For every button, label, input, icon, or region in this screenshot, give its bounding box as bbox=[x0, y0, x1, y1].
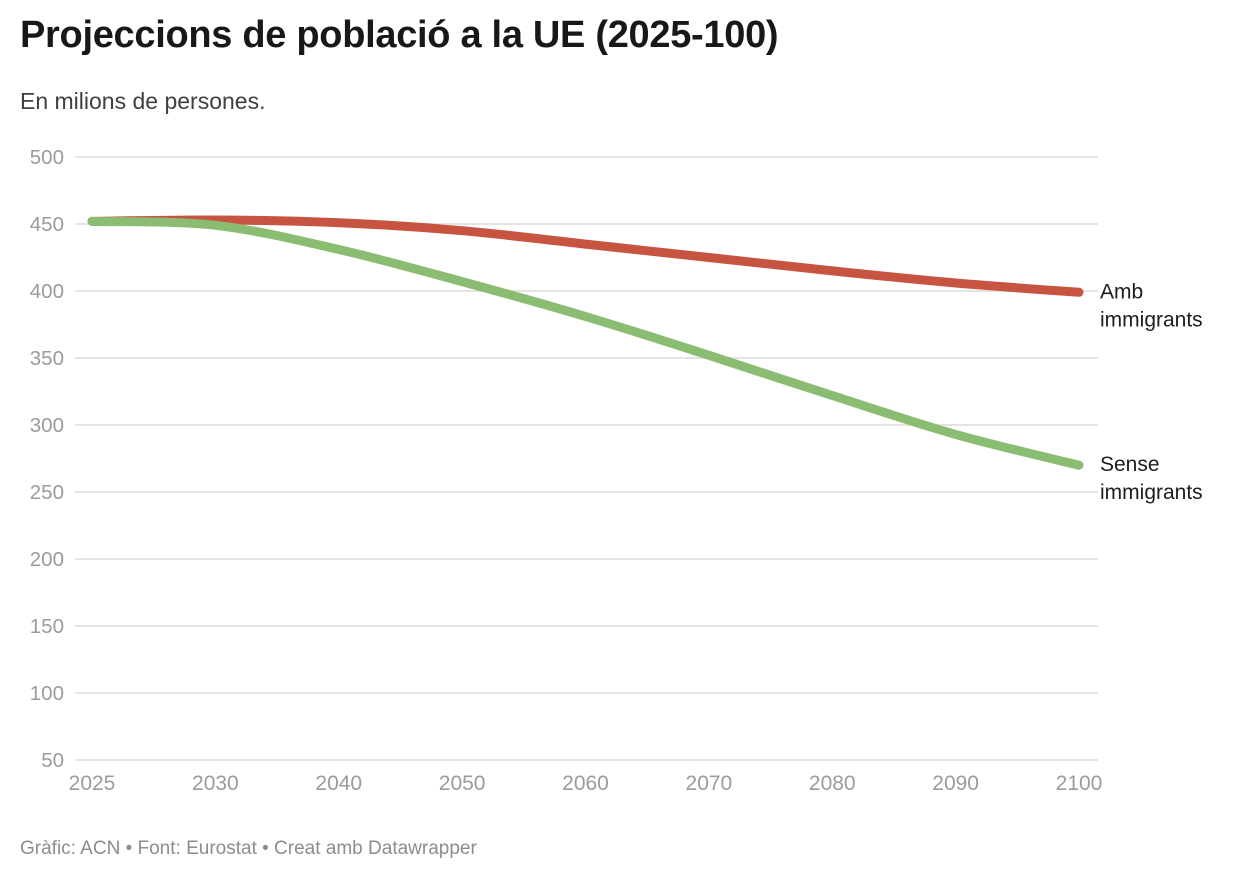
series-line-sense-immigrants bbox=[87, 216, 1084, 470]
y-axis-tick-label: 250 bbox=[30, 481, 64, 504]
series-label-sense-immigrants: Sense immigrants bbox=[1100, 453, 1203, 504]
x-axis-tick-label: 2025 bbox=[69, 772, 116, 795]
chart-footer: Gràfic: ACN • Font: Eurostat • Creat amb… bbox=[20, 838, 477, 859]
x-axis-tick-label: 2100 bbox=[1056, 772, 1103, 795]
x-axis-tick-label: 2090 bbox=[932, 772, 979, 795]
x-axis-tick-label: 2060 bbox=[562, 772, 609, 795]
y-axis-tick-label: 100 bbox=[30, 682, 64, 705]
y-axis-tick-label: 500 bbox=[30, 146, 64, 169]
series-label-amb-immigrants: Amb immigrants bbox=[1100, 280, 1203, 331]
y-axis-tick-label: 200 bbox=[30, 548, 64, 571]
y-axis-tick-label: 150 bbox=[30, 615, 64, 638]
line-chart: 500 450 400 350 300 250 200 150 100 50 2025 2030 204… bbox=[0, 140, 1240, 820]
x-axis-tick-label: 2070 bbox=[686, 772, 733, 795]
chart-title: Projeccions de població a la UE (2025-10… bbox=[20, 14, 779, 56]
chart-subtitle: En milions de persones. bbox=[20, 88, 266, 114]
x-axis-tick-label: 2040 bbox=[315, 772, 362, 795]
y-axis-tick-label: 400 bbox=[30, 280, 64, 303]
y-axis-tick-label: 300 bbox=[30, 414, 64, 437]
y-axis-tick-label: 350 bbox=[30, 347, 64, 370]
x-axis-tick-label: 2030 bbox=[192, 772, 239, 795]
x-axis-tick-label: 2050 bbox=[439, 772, 486, 795]
x-axis-tick-label: 2080 bbox=[809, 772, 856, 795]
y-axis-tick-label: 450 bbox=[30, 213, 64, 236]
y-axis-tick-label: 50 bbox=[41, 749, 64, 772]
series-line-amb-immigrants bbox=[87, 215, 1084, 297]
